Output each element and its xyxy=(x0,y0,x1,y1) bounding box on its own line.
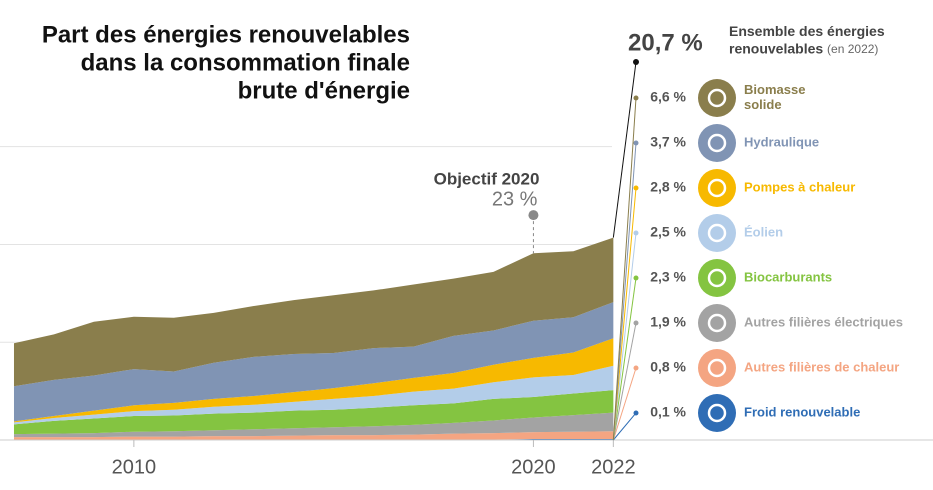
legend-icon-glyph xyxy=(707,133,727,153)
chart-title: dans la consommation finale xyxy=(81,49,410,76)
legend-label: Froid renouvelable xyxy=(744,404,860,419)
legend-dot xyxy=(633,365,639,371)
x-tick-label: 2010 xyxy=(112,456,157,478)
legend-icon xyxy=(698,304,736,342)
area xyxy=(13,338,614,423)
value-label: 3,7 % xyxy=(650,134,686,150)
area xyxy=(13,302,614,422)
connector xyxy=(612,367,637,441)
legend-label: Hydraulique xyxy=(744,134,819,149)
total-dot xyxy=(633,59,639,65)
legend-dot xyxy=(633,320,639,326)
legend-icon xyxy=(698,79,736,117)
total-text: Ensemble des énergies xyxy=(729,23,885,39)
legend-icon-glyph xyxy=(707,358,727,378)
legend-label: Biocarburants xyxy=(744,269,832,284)
area xyxy=(13,390,614,435)
legend-label: Pompes à chaleur xyxy=(744,179,855,194)
legend-icon-glyph xyxy=(707,178,727,198)
legend-icon xyxy=(698,214,736,252)
legend-icon xyxy=(698,169,736,207)
target-dot xyxy=(528,210,539,221)
x-tick-label: 2022 xyxy=(591,456,636,478)
legend-icon-glyph xyxy=(707,403,727,423)
legend-dot xyxy=(633,140,639,146)
area xyxy=(13,365,614,425)
value-label: 1,9 % xyxy=(650,314,686,330)
value-label: 0,1 % xyxy=(650,404,686,420)
chart-title: brute d'énergie xyxy=(238,77,410,104)
connector xyxy=(612,412,637,441)
legend-label: Autres filières de chaleur xyxy=(744,359,899,374)
legend-dot xyxy=(633,185,639,191)
connector xyxy=(612,322,637,441)
total-text: renouvelables (en 2022) xyxy=(729,41,878,57)
legend-icon-glyph xyxy=(707,88,727,108)
legend-icon-glyph xyxy=(707,268,727,288)
total-text: Ensemble des énergies xyxy=(729,23,885,39)
legend-label: Biomasse xyxy=(744,82,805,97)
connector xyxy=(612,232,637,441)
legend-dot xyxy=(633,230,639,236)
value-label: 2,5 % xyxy=(650,224,686,240)
legend-dot xyxy=(633,275,639,281)
total-label: 20,7 % xyxy=(628,29,703,56)
area xyxy=(13,412,614,438)
area xyxy=(13,237,614,387)
value-label: 0,8 % xyxy=(650,359,686,375)
total-note: (en 2022) xyxy=(827,42,878,56)
legend-icon xyxy=(698,349,736,387)
connector xyxy=(612,97,637,441)
legend-icon-glyph xyxy=(707,313,727,333)
target-label: 23 % xyxy=(492,188,538,210)
legend-label: Éolien xyxy=(744,224,783,239)
legend-icon xyxy=(698,394,736,432)
legend-dot xyxy=(633,410,639,416)
legend-label: Autres filières électriques xyxy=(744,314,903,329)
total-connector xyxy=(612,61,637,238)
x-tick-label: 2020 xyxy=(511,456,556,478)
legend-icon-glyph xyxy=(707,223,727,243)
legend-label: Biomasse solide xyxy=(744,82,805,112)
value-label: 2,3 % xyxy=(650,269,686,285)
chart-title: Part des énergies renouvelables xyxy=(42,21,410,48)
legend-dot xyxy=(633,95,639,101)
value-label: 2,8 % xyxy=(650,179,686,195)
legend-label: solide xyxy=(744,97,782,112)
legend-icon xyxy=(698,259,736,297)
connector xyxy=(612,277,637,441)
legend-icon xyxy=(698,124,736,162)
target-title: Objectif 2020 xyxy=(434,169,540,188)
value-label: 6,6 % xyxy=(650,89,686,105)
connector xyxy=(612,187,637,441)
area xyxy=(13,431,614,440)
